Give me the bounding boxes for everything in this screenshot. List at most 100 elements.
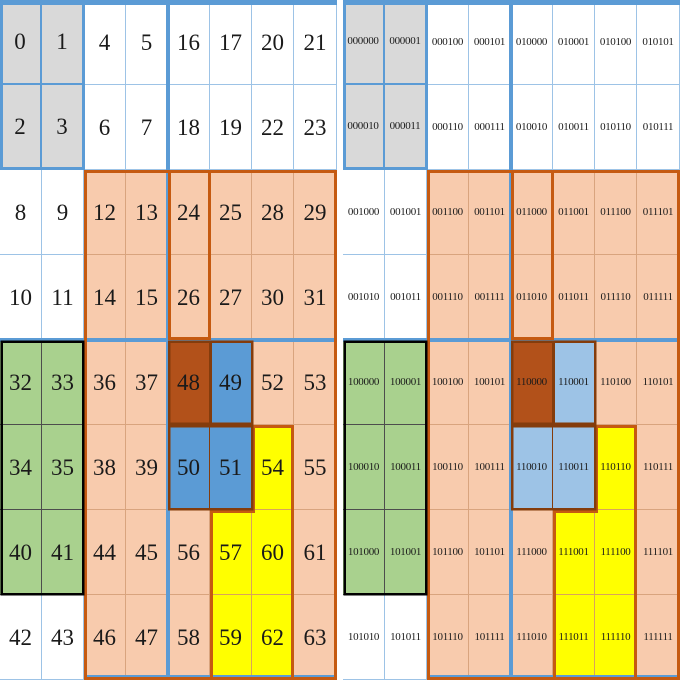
cell-binary-100101: 100101: [469, 340, 511, 425]
decimal-cells: 0 1 4 5 16 17 20 21 2 3 6 7 18 19 22 23 8 9 12 13 24 25 28 29 10…: [0, 0, 337, 680]
cell-decimal-52: 52: [252, 340, 294, 425]
cell-binary-101010: 101010: [343, 595, 385, 680]
cell-decimal-19: 19: [210, 85, 252, 170]
cell-binary-101111: 101111: [469, 595, 511, 680]
cell-decimal-48: 48: [168, 340, 210, 425]
cell-binary-111101: 111101: [637, 510, 680, 595]
cell-decimal-17: 17: [210, 0, 252, 85]
cell-decimal-7: 7: [126, 85, 168, 170]
cell-decimal-51: 51: [210, 425, 252, 510]
cell-binary-011110: 011110: [595, 255, 637, 340]
cell-decimal-1: 1: [42, 0, 84, 85]
cell-binary-101100: 101100: [427, 510, 469, 595]
cell-binary-110000: 110000: [511, 340, 553, 425]
cell-decimal-12: 12: [84, 170, 126, 255]
cell-decimal-9: 9: [42, 170, 84, 255]
cell-decimal-37: 37: [126, 340, 168, 425]
zorder-grid-binary: 000000 000001 000100 000101 010000 010001 0101…: [343, 0, 680, 680]
cell-decimal-59: 59: [210, 595, 252, 680]
cell-binary-100110: 100110: [427, 425, 469, 510]
cell-decimal-8: 8: [0, 170, 42, 255]
cell-decimal-53: 53: [294, 340, 337, 425]
cell-decimal-55: 55: [294, 425, 337, 510]
cell-binary-001001: 001001: [385, 170, 427, 255]
cell-binary-111001: 111001: [553, 510, 595, 595]
cell-decimal-21: 21: [294, 0, 337, 85]
cell-decimal-36: 36: [84, 340, 126, 425]
cell-decimal-11: 11: [42, 255, 84, 340]
cell-binary-100100: 100100: [427, 340, 469, 425]
cell-decimal-63: 63: [294, 595, 337, 680]
cell-decimal-50: 50: [168, 425, 210, 510]
cell-decimal-24: 24: [168, 170, 210, 255]
cell-decimal-38: 38: [84, 425, 126, 510]
cell-binary-001100: 001100: [427, 170, 469, 255]
cell-decimal-14: 14: [84, 255, 126, 340]
cell-binary-111000: 111000: [511, 510, 553, 595]
cell-decimal-35: 35: [42, 425, 84, 510]
cell-binary-110010: 110010: [511, 425, 553, 510]
cell-decimal-44: 44: [84, 510, 126, 595]
cell-decimal-33: 33: [42, 340, 84, 425]
cell-binary-000111: 000111: [469, 85, 511, 170]
cell-binary-011010: 011010: [511, 255, 553, 340]
cell-binary-100001: 100001: [385, 340, 427, 425]
cell-binary-110011: 110011: [553, 425, 595, 510]
cell-binary-111100: 111100: [595, 510, 637, 595]
cell-decimal-0: 0: [0, 0, 42, 85]
cell-decimal-56: 56: [168, 510, 210, 595]
cell-decimal-40: 40: [0, 510, 42, 595]
cell-decimal-3: 3: [42, 85, 84, 170]
cell-binary-111011: 111011: [553, 595, 595, 680]
cell-binary-001010: 001010: [343, 255, 385, 340]
cell-binary-010101: 010101: [637, 0, 680, 85]
cell-decimal-61: 61: [294, 510, 337, 595]
cell-decimal-45: 45: [126, 510, 168, 595]
cell-binary-100011: 100011: [385, 425, 427, 510]
cell-decimal-43: 43: [42, 595, 84, 680]
cell-binary-000000: 000000: [343, 0, 385, 85]
cell-binary-001110: 001110: [427, 255, 469, 340]
cell-binary-011000: 011000: [511, 170, 553, 255]
cell-binary-101110: 101110: [427, 595, 469, 680]
cell-binary-000101: 000101: [469, 0, 511, 85]
cell-binary-010010: 010010: [511, 85, 553, 170]
cell-binary-110101: 110101: [637, 340, 680, 425]
cell-binary-011101: 011101: [637, 170, 680, 255]
cell-decimal-46: 46: [84, 595, 126, 680]
cell-binary-111111: 111111: [637, 595, 680, 680]
cell-binary-011111: 011111: [637, 255, 680, 340]
cell-decimal-25: 25: [210, 170, 252, 255]
cell-binary-000100: 000100: [427, 0, 469, 85]
cell-binary-010001: 010001: [553, 0, 595, 85]
cell-decimal-32: 32: [0, 340, 42, 425]
cell-binary-111110: 111110: [595, 595, 637, 680]
cell-binary-100111: 100111: [469, 425, 511, 510]
cell-decimal-2: 2: [0, 85, 42, 170]
cell-binary-000001: 000001: [385, 0, 427, 85]
cell-decimal-23: 23: [294, 85, 337, 170]
cell-decimal-54: 54: [252, 425, 294, 510]
cell-binary-000010: 000010: [343, 85, 385, 170]
cell-binary-110001: 110001: [553, 340, 595, 425]
cell-decimal-10: 10: [0, 255, 42, 340]
cell-binary-010100: 010100: [595, 0, 637, 85]
cell-decimal-34: 34: [0, 425, 42, 510]
cell-binary-000110: 000110: [427, 85, 469, 170]
cell-decimal-26: 26: [168, 255, 210, 340]
cell-decimal-27: 27: [210, 255, 252, 340]
cell-decimal-30: 30: [252, 255, 294, 340]
cell-decimal-62: 62: [252, 595, 294, 680]
cell-binary-010011: 010011: [553, 85, 595, 170]
cell-binary-110111: 110111: [637, 425, 680, 510]
cell-decimal-5: 5: [126, 0, 168, 85]
cell-binary-010111: 010111: [637, 85, 680, 170]
cell-decimal-28: 28: [252, 170, 294, 255]
cell-decimal-4: 4: [84, 0, 126, 85]
cell-binary-001011: 001011: [385, 255, 427, 340]
cell-binary-011001: 011001: [553, 170, 595, 255]
cell-decimal-6: 6: [84, 85, 126, 170]
cell-decimal-20: 20: [252, 0, 294, 85]
cell-decimal-15: 15: [126, 255, 168, 340]
